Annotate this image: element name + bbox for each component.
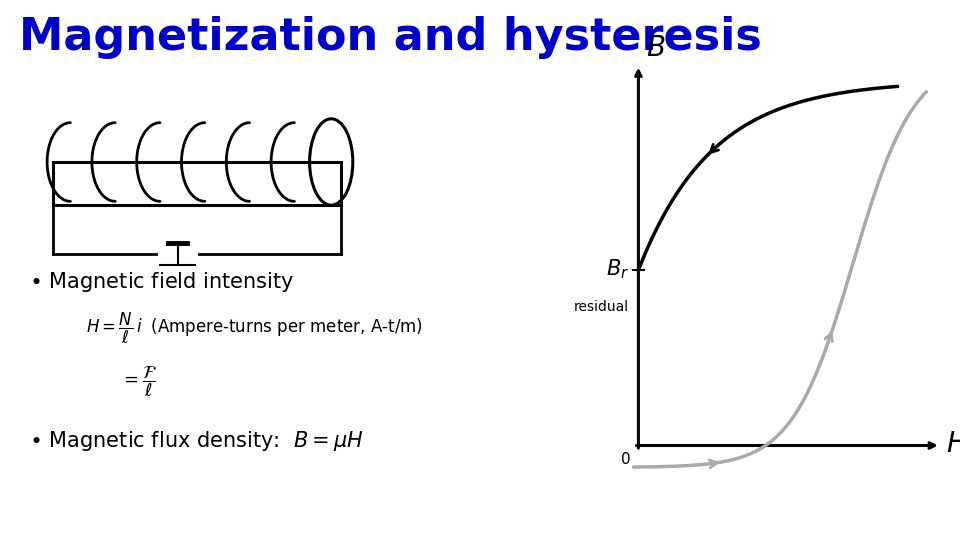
Text: Magnetization and hysteresis: Magnetization and hysteresis	[19, 16, 762, 59]
Text: $\bullet$ Magnetic flux density:  $B = \mu H$: $\bullet$ Magnetic flux density: $B = \m…	[29, 429, 363, 453]
Text: $\bullet$ Magnetic field intensity: $\bullet$ Magnetic field intensity	[29, 270, 295, 294]
Text: $B_r$: $B_r$	[606, 257, 629, 281]
Text: $B$: $B$	[646, 34, 665, 62]
Text: $H = \dfrac{N}{\ell}\,i\;$ (Ampere-turns per meter, A-t/m): $H = \dfrac{N}{\ell}\,i\;$ (Ampere-turns…	[86, 310, 423, 346]
Bar	[53, 162, 341, 205]
Text: $H$: $H$	[946, 430, 960, 458]
Text: 0: 0	[621, 452, 631, 467]
Text: residual: residual	[574, 300, 629, 314]
Text: $= \dfrac{\mathcal{F}}{\ell}$: $= \dfrac{\mathcal{F}}{\ell}$	[120, 364, 156, 399]
